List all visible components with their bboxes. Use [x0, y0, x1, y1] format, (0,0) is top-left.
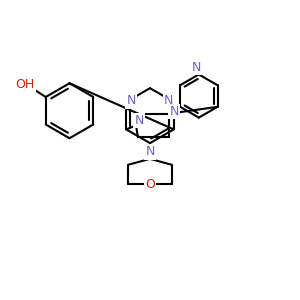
- Text: N: N: [164, 94, 174, 107]
- Text: N: N: [134, 114, 144, 127]
- Text: N: N: [145, 146, 155, 158]
- Text: N: N: [126, 94, 136, 107]
- Text: N: N: [169, 105, 179, 118]
- Text: N: N: [192, 61, 202, 74]
- Text: O: O: [145, 178, 155, 191]
- Text: OH: OH: [16, 78, 35, 91]
